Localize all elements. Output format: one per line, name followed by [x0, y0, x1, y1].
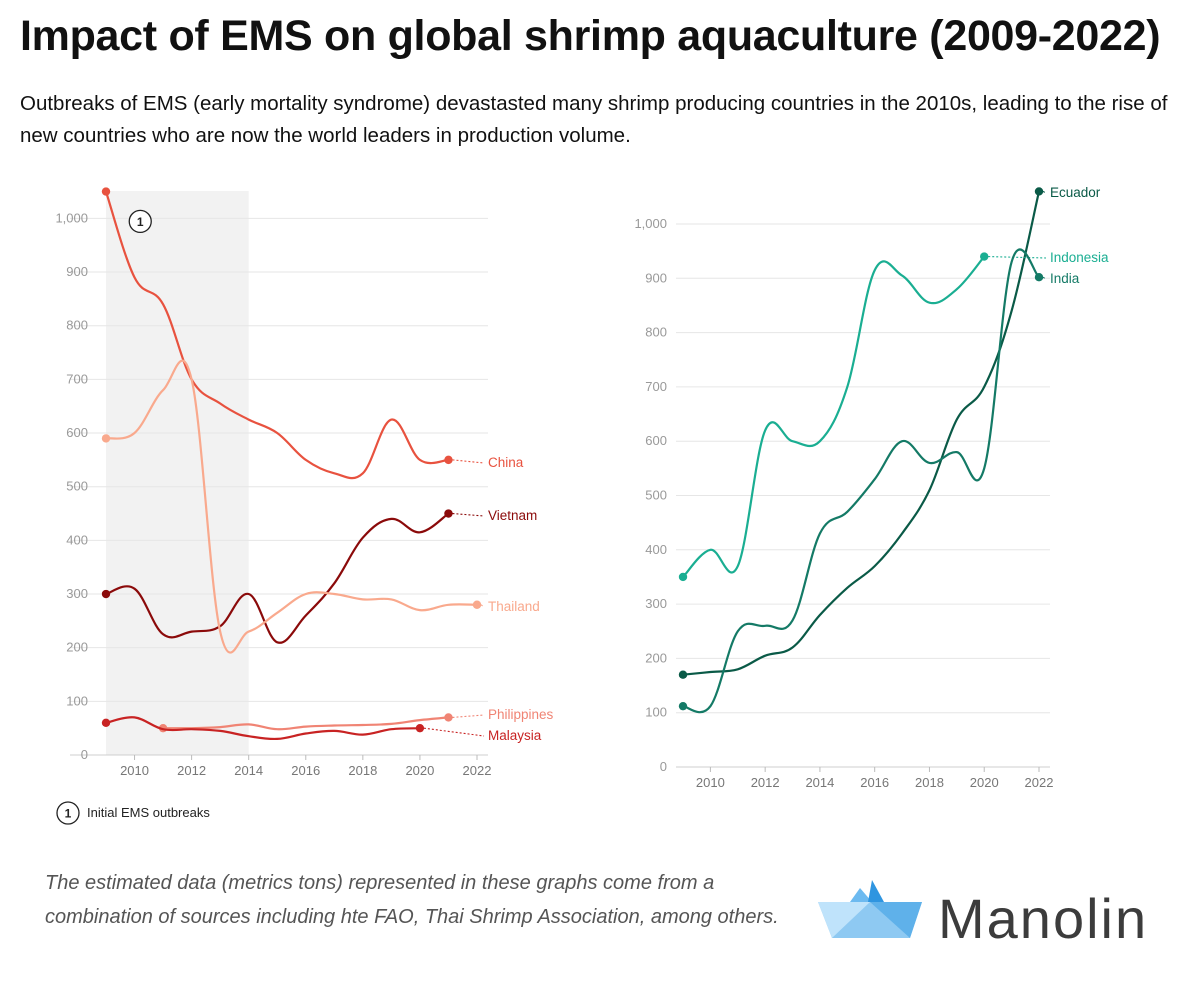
- data-point-thailand: [472, 600, 482, 609]
- right-y-tick-label: 600: [645, 433, 667, 448]
- series-label-indonesia: Indonesia: [1050, 250, 1109, 265]
- source-note: The estimated data (metrics tons) repres…: [45, 872, 779, 928]
- right-y-tick-label: 400: [645, 542, 667, 557]
- series-line-thailand: [105, 359, 478, 654]
- right-x-tick-label: 2014: [805, 775, 834, 790]
- series-label-leader-china: [452, 459, 485, 464]
- page-title: Impact of EMS on global shrimp aquacultu…: [20, 12, 1161, 60]
- series-label-leader-philippines: [452, 714, 485, 718]
- data-point-malaysia: [415, 723, 425, 733]
- right-x-tick-label: 2012: [751, 775, 780, 790]
- page-subtitle: Outbreaks of EMS (early mortality syndro…: [20, 92, 1168, 147]
- right-y-tick-label: 700: [645, 379, 667, 394]
- series-label-ecuador: Ecuador: [1050, 185, 1101, 200]
- left-y-tick-label: 700: [66, 371, 88, 386]
- series-label-philippines: Philippines: [488, 707, 554, 722]
- left-line-chart: 0 100 200 300 400 500 600 700 800 900 1,000 2010 201…: [55, 187, 554, 825]
- series-label-india: India: [1050, 271, 1080, 286]
- left-y-tick-label: 200: [66, 640, 88, 655]
- left-y-tick-label: 800: [66, 318, 88, 333]
- legend-note-marker-circle: [56, 801, 80, 825]
- series-label-leader-india: [1042, 276, 1047, 280]
- left-x-tick-label: 2010: [120, 763, 149, 778]
- series-label-leader-thailand: [480, 604, 485, 608]
- series-line-ecuador: [682, 191, 1041, 676]
- annotation-marker-circle: [128, 209, 152, 234]
- series-label-leader-vietnam: [452, 512, 485, 517]
- left-x-tick-label: 2016: [291, 763, 320, 778]
- left-outbreak-shading: [106, 191, 249, 755]
- data-point-china: [101, 187, 111, 196]
- left-y-tick-label: 100: [66, 693, 88, 708]
- data-point-ecuador: [1034, 187, 1044, 196]
- left-y-tick-label: 900: [66, 264, 88, 279]
- data-point-vietnam: [444, 509, 453, 518]
- series-line-philippines: [163, 716, 449, 731]
- data-point-india: [1034, 273, 1044, 282]
- right-y-tick-label: 500: [645, 488, 667, 503]
- series-line-malaysia: [105, 716, 420, 741]
- data-point-indonesia: [678, 572, 688, 582]
- right-y-tick-label: 200: [645, 650, 667, 665]
- right-y-tick-label: 100: [645, 705, 667, 720]
- right-x-tick-label: 2018: [915, 775, 944, 790]
- right-x-tick-label: 2016: [860, 775, 889, 790]
- data-point-philippines: [444, 713, 453, 722]
- series-label-leader-indonesia: [988, 256, 1047, 259]
- annotation-marker-label: 1: [137, 215, 144, 229]
- right-line-chart: 0 100 200 300 400 500 600 700 800 900 1,000 2010 201…: [634, 185, 1109, 790]
- right-y-tick-label: 800: [645, 325, 667, 340]
- data-point-thailand: [101, 434, 111, 443]
- legend-note-text: Initial EMS outbreaks: [87, 805, 210, 820]
- right-y-tick-label: 300: [645, 596, 667, 611]
- left-y-tick-label: 0: [81, 747, 88, 762]
- left-y-tick-label: 400: [66, 532, 88, 547]
- series-line-vietnam: [105, 512, 450, 644]
- data-point-malaysia: [101, 718, 111, 728]
- right-y-tick-label: 0: [660, 759, 667, 774]
- left-x-tick-label: 2018: [348, 763, 377, 778]
- left-x-tick-label: 2022: [463, 763, 492, 778]
- series-line-china: [104, 191, 449, 480]
- right-x-tick-label: 2022: [1025, 775, 1054, 790]
- left-y-tick-label: 500: [66, 479, 88, 494]
- series-label-leader-malaysia: [423, 727, 485, 737]
- left-y-tick-label: 600: [66, 425, 88, 440]
- brand-wordmark: Manolin: [938, 887, 1149, 950]
- data-point-indonesia: [980, 252, 989, 261]
- series-label-china: China: [488, 455, 524, 470]
- right-y-tick-label: 1,000: [634, 216, 667, 231]
- left-x-tick-label: 2012: [177, 763, 206, 778]
- data-point-ecuador: [678, 670, 688, 679]
- left-y-tick-label: 300: [66, 586, 88, 601]
- series-line-india: [682, 248, 1040, 714]
- data-point-india: [678, 701, 688, 711]
- boat-logo-icon: [818, 880, 922, 938]
- legend-note-marker: 1: [65, 807, 72, 821]
- series-label-thailand: Thailand: [488, 599, 540, 614]
- data-point-vietnam: [101, 589, 111, 599]
- left-x-tick-label: 2020: [405, 763, 434, 778]
- series-line-indonesia: [682, 255, 986, 578]
- series-label-malaysia: Malaysia: [488, 728, 542, 743]
- left-y-tick-label: 1,000: [55, 210, 88, 225]
- right-x-tick-label: 2010: [696, 775, 725, 790]
- right-x-tick-label: 2020: [970, 775, 999, 790]
- series-label-vietnam: Vietnam: [488, 508, 537, 523]
- left-x-tick-label: 2014: [234, 763, 263, 778]
- data-point-china: [444, 455, 453, 465]
- right-y-tick-label: 900: [645, 270, 667, 285]
- series-label-leader-ecuador: [1042, 190, 1047, 194]
